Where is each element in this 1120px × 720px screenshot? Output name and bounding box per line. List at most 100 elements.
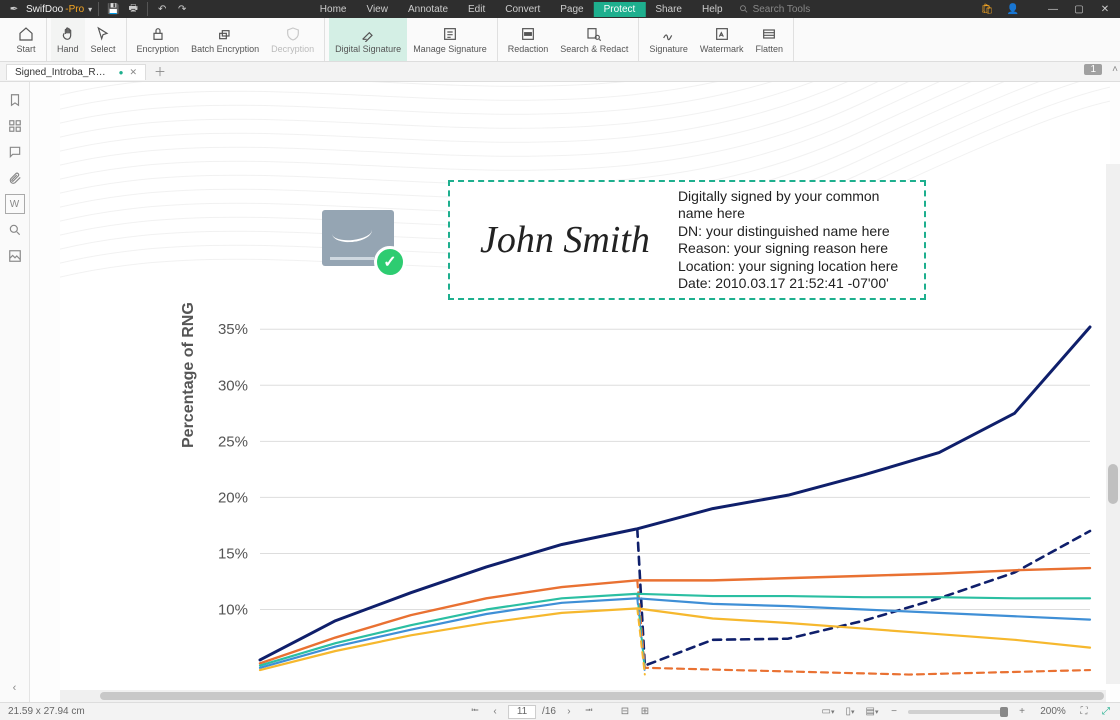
ribbon-label: Hand — [57, 44, 79, 54]
menu-share[interactable]: Share — [645, 2, 692, 17]
menu-convert[interactable]: Convert — [495, 2, 550, 17]
prev-page-button[interactable]: ‹ — [488, 706, 502, 717]
zoom-out-step-button[interactable]: ⊟ — [618, 706, 632, 717]
signature-valid-icon: ✓ — [322, 210, 394, 266]
chart-svg: 10%15%20%25%30%35% — [180, 308, 1100, 698]
digital-signature-button[interactable]: Digital Signature — [329, 18, 407, 61]
batch-encryption-button[interactable]: Batch Encryption — [185, 18, 265, 61]
chart-ytick: 20% — [218, 489, 248, 506]
chart-ytick: 10% — [218, 602, 248, 619]
first-page-button[interactable]: ⭰ — [468, 703, 482, 720]
cart-icon[interactable]: 🛍 — [976, 1, 998, 17]
next-page-button[interactable]: › — [562, 706, 576, 717]
ribbon-label: Redaction — [508, 44, 549, 54]
zoom-in-step-button[interactable]: ⊞ — [638, 706, 652, 717]
view-read-mode-icon[interactable]: ▤▾ — [864, 705, 880, 719]
manage-signature-button[interactable]: Manage Signature — [407, 18, 493, 61]
vertical-scrollbar-thumb[interactable] — [1108, 464, 1118, 504]
page-badge: 1 — [1084, 64, 1102, 75]
zoom-out-button[interactable]: − — [886, 705, 902, 719]
document-tab-close-icon[interactable]: ✕ — [129, 67, 137, 78]
search-tools-field[interactable]: Search Tools — [739, 2, 811, 17]
chart-series-yellow-solid — [260, 608, 1090, 670]
account-icon[interactable]: 👤 — [1002, 1, 1024, 17]
chart-series-orange-solid — [260, 568, 1090, 663]
horizontal-scrollbar-thumb[interactable] — [100, 692, 1104, 700]
word-export-icon[interactable]: W — [5, 194, 25, 214]
last-page-button[interactable]: ⭲ — [582, 703, 596, 720]
watermark-button[interactable]: Watermark — [694, 18, 750, 61]
search-redact-button[interactable]: Search & Redact — [554, 18, 634, 61]
hand-button[interactable]: Hand — [51, 18, 85, 61]
bookmark-icon[interactable] — [5, 90, 25, 110]
comments-icon[interactable] — [5, 142, 25, 162]
fit-page-icon[interactable]: ⛶ — [1076, 705, 1092, 719]
view-single-page-icon[interactable]: ▭▾ — [820, 705, 836, 719]
search-placeholder: Search Tools — [753, 4, 811, 15]
hand-icon — [60, 26, 76, 42]
ribbon-label: Signature — [649, 44, 688, 54]
search-icon[interactable] — [5, 220, 25, 240]
maximize-icon[interactable]: ▢ — [1068, 1, 1090, 17]
flatten-button[interactable]: Flatten — [750, 18, 790, 61]
sidepanel-collapse-icon[interactable]: ‹ — [13, 682, 17, 694]
encryption-button[interactable]: Encryption — [131, 18, 186, 61]
brand-suffix: -Pro — [65, 4, 84, 15]
menu-help[interactable]: Help — [692, 2, 733, 17]
zoom-slider-knob[interactable] — [1000, 707, 1008, 717]
redaction-button[interactable]: Redaction — [502, 18, 555, 61]
brand-name: SwifDoo — [26, 4, 63, 15]
start-button[interactable]: Start — [10, 18, 42, 61]
brand-caret-icon[interactable]: ▾ — [88, 5, 92, 14]
rng-percentage-chart: Percentage of RNG 10%15%20%25%30%35% — [180, 308, 1100, 698]
left-sidepanel: W ‹ — [0, 82, 30, 702]
chart-ytick: 30% — [218, 377, 248, 394]
zoom-in-button[interactable]: + — [1014, 705, 1030, 719]
sig-list-icon — [442, 26, 458, 42]
print-icon[interactable]: 🖶 — [125, 1, 141, 17]
titlebar-divider — [98, 2, 99, 16]
document-tab[interactable]: Signed_Introba_RNGAvaila...pdf ● ✕ — [6, 64, 146, 80]
ribbon-label: Decryption — [271, 44, 314, 54]
close-icon[interactable]: ✕ — [1094, 1, 1116, 17]
menu-protect[interactable]: Protect — [594, 2, 646, 17]
watermark-icon — [714, 26, 730, 42]
new-tab-button[interactable]: ＋ — [154, 63, 166, 80]
current-page-input[interactable]: 11 — [508, 705, 536, 719]
app-brand: SwifDoo-Pro — [26, 4, 84, 15]
menu-view[interactable]: View — [356, 2, 398, 17]
chart-y-axis-label: Percentage of RNG — [180, 302, 198, 448]
redo-icon[interactable]: ↷ — [174, 1, 190, 17]
ribbon-label: Manage Signature — [413, 44, 487, 54]
signature-name: John Smith — [480, 218, 650, 262]
signature-button[interactable]: Signature — [643, 18, 694, 61]
shield-icon — [285, 26, 301, 42]
horizontal-scrollbar[interactable] — [60, 690, 1106, 702]
chart-series-navy-solid — [260, 327, 1090, 660]
menu-home[interactable]: Home — [310, 2, 357, 17]
document-canvas[interactable]: ✓ John Smith Digitally signed by your co… — [30, 82, 1120, 702]
zoom-level: 200% — [1036, 706, 1070, 717]
attachment-icon[interactable] — [5, 168, 25, 188]
lock-stack-icon — [217, 26, 233, 42]
digital-signature-field[interactable]: ✓ John Smith Digitally signed by your co… — [448, 180, 926, 300]
menu-edit[interactable]: Edit — [458, 2, 495, 17]
ribbon-collapse-icon[interactable]: ˄ — [1112, 64, 1118, 75]
redact-icon — [520, 26, 536, 42]
view-continuous-icon[interactable]: ▯▾ — [842, 705, 858, 719]
signature-detail-line: Date: 2010.03.17 21:52:41 -07'00' — [678, 275, 910, 293]
vertical-scrollbar[interactable] — [1106, 164, 1120, 684]
zoom-slider[interactable] — [908, 710, 1008, 714]
decryption-button: Decryption — [265, 18, 320, 61]
minimize-icon[interactable]: — — [1042, 1, 1064, 17]
select-button[interactable]: Select — [85, 18, 122, 61]
save-icon[interactable]: 💾 — [105, 1, 121, 17]
image-extract-icon[interactable] — [5, 246, 25, 266]
signature-icon — [661, 26, 677, 42]
menu-page[interactable]: Page — [550, 2, 593, 17]
ribbon-label: Digital Signature — [335, 44, 401, 54]
thumbnails-icon[interactable] — [5, 116, 25, 136]
menu-annotate[interactable]: Annotate — [398, 2, 458, 17]
undo-icon[interactable]: ↶ — [154, 1, 170, 17]
fit-width-icon[interactable]: ⤢ — [1098, 705, 1114, 719]
